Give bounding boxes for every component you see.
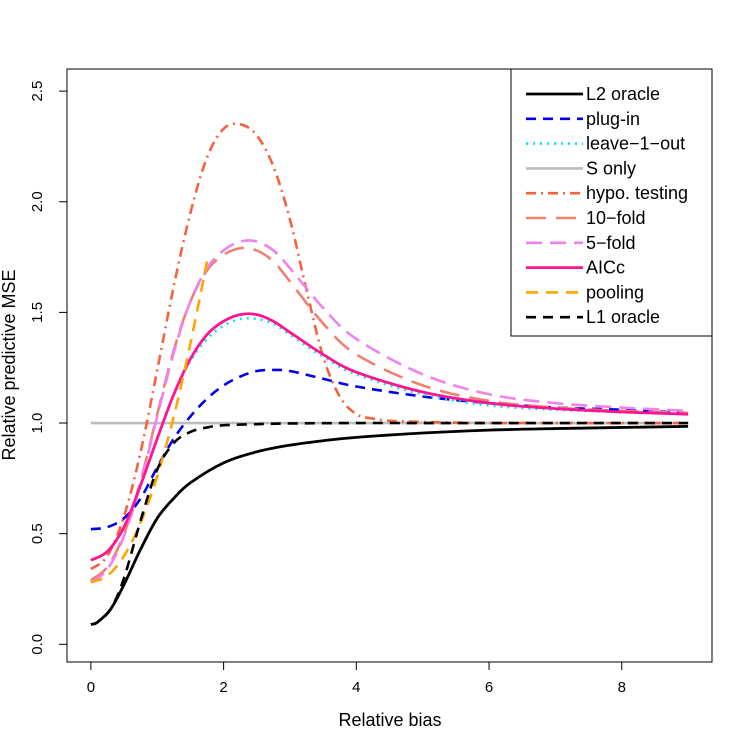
legend-label-5-fold: 5−fold <box>586 233 636 253</box>
legend-label-l1-oracle: L1 oracle <box>586 307 660 327</box>
legend-box <box>510 68 713 337</box>
x-axis: 0 2 4 6 8 <box>87 661 626 696</box>
y-axis: 0.0 0.5 1.0 1.5 2.0 2.5 <box>29 81 68 655</box>
series-line-5-fold <box>90 239 689 584</box>
y-tick-label: 2.0 <box>29 191 46 212</box>
legend: L2 oracle plug-in leave−1−out S only hypo. t… <box>510 68 713 337</box>
series-layer <box>90 122 689 626</box>
y-axis-label: Relative predictive MSE <box>0 269 19 460</box>
series-line-plug-in <box>90 368 689 531</box>
legend-label-aicc: AICc <box>586 258 625 278</box>
legend-label-pooling: pooling <box>586 282 644 302</box>
legend-label-hypo-testing: hypo. testing <box>586 183 688 203</box>
y-tick-label: 1.0 <box>29 413 46 434</box>
x-tick-label: 4 <box>352 679 360 696</box>
y-tick-label: 0.5 <box>29 523 46 544</box>
series-line-leave-1-out <box>90 317 689 562</box>
legend-label-10-fold: 10−fold <box>586 208 646 228</box>
series-line-pooling <box>90 261 209 584</box>
x-axis-label: Relative bias <box>338 710 441 730</box>
series-line-hypo-testing <box>90 122 689 571</box>
x-tick-label: 8 <box>618 679 626 696</box>
series-line-l1-oracle <box>90 421 689 626</box>
series-line-aicc <box>90 312 689 562</box>
x-tick-label: 0 <box>87 679 95 696</box>
y-tick-label: 1.5 <box>29 302 46 323</box>
legend-label-plug-in: plug-in <box>586 109 640 129</box>
series-line-l2-oracle <box>90 424 689 626</box>
legend-label-l2-oracle: L2 oracle <box>586 84 660 104</box>
y-tick-label: 2.5 <box>29 81 46 102</box>
legend-label-leave-1-out: leave−1−out <box>586 134 685 154</box>
y-tick-label: 0.0 <box>29 634 46 655</box>
x-tick-label: 2 <box>219 679 227 696</box>
legend-label-s-only: S only <box>586 158 636 178</box>
x-tick-label: 6 <box>485 679 493 696</box>
